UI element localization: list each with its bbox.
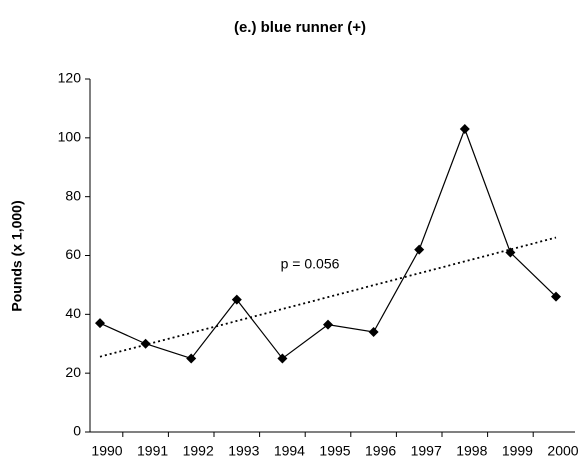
marker (414, 244, 425, 255)
marker (368, 326, 379, 337)
x-tick-label: 2000 (547, 443, 578, 459)
chart-title: (e.) blue runner (+) (234, 19, 366, 36)
x-tick-label: 1990 (91, 443, 122, 459)
x-tick-label: 1993 (228, 443, 259, 459)
marker (95, 318, 105, 329)
marker (459, 124, 470, 135)
y-axis-label: Pounds (x 1,000) (9, 200, 25, 311)
x-tick-label: 1997 (411, 443, 442, 459)
annotation: p = 0.056 (281, 256, 340, 272)
x-tick-label: 1992 (183, 443, 214, 459)
x-tick-label: 1995 (319, 443, 350, 459)
marker (186, 353, 197, 364)
y-tick-label: 60 (65, 246, 81, 262)
y-tick-label: 20 (65, 364, 81, 380)
trendline (99, 236, 557, 358)
marker (551, 291, 561, 302)
x-tick-label: 1999 (502, 443, 533, 459)
marker (505, 247, 516, 258)
y-tick-label: 0 (73, 423, 81, 439)
x-tick-label: 1994 (274, 443, 305, 459)
marker (140, 338, 151, 349)
marker (277, 353, 288, 364)
x-tick-label: 1996 (365, 443, 396, 459)
y-tick-label: 120 (58, 70, 82, 86)
y-tick-label: 40 (65, 305, 81, 321)
x-tick-label: 1991 (137, 443, 168, 459)
x-tick-label: 1998 (456, 443, 487, 459)
y-tick-label: 80 (65, 187, 81, 203)
marker (323, 319, 333, 330)
y-tick-label: 100 (58, 129, 82, 145)
marker (231, 294, 242, 305)
